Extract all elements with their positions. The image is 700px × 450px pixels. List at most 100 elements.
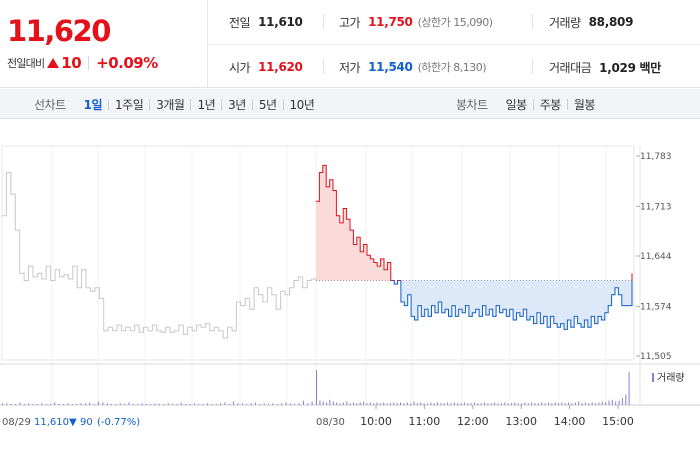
- volume-bar-today: [598, 402, 600, 405]
- volume-bar-today: [621, 398, 623, 405]
- volume-bar-prev: [202, 404, 204, 405]
- volume-bar-prev: [172, 404, 174, 405]
- today-line-down: [390, 280, 633, 330]
- volume-bar-prev: [10, 404, 12, 405]
- volume-bar-today: [507, 403, 509, 406]
- volume-bar-today: [497, 403, 499, 406]
- volume-bar-today: [484, 402, 486, 405]
- volume-bar-prev: [250, 403, 252, 406]
- tab-5year[interactable]: 5년: [258, 97, 277, 112]
- tab-monthly[interactable]: 월봉: [573, 97, 596, 112]
- volume-bar-prev: [137, 404, 139, 405]
- volume-value: 88,809: [588, 15, 634, 29]
- candle-chart-title: 봉차트: [456, 97, 488, 112]
- tab-daily[interactable]: 일봉: [505, 97, 528, 112]
- volume-bar-today: [578, 401, 580, 405]
- divider: [323, 14, 324, 30]
- tab-1day[interactable]: 1일: [83, 97, 103, 112]
- prev-close-cell: 전일 11,610: [229, 0, 303, 44]
- volume-bar-today: [433, 403, 435, 406]
- divider: [221, 98, 223, 110]
- volume-bar-today: [605, 402, 607, 405]
- volume-bar-prev: [167, 403, 169, 406]
- stock-summary: 11,620 전일대비 10 +0.09% 전일 11,610 고가 11,75…: [0, 0, 700, 88]
- volume-bar-today: [628, 371, 630, 406]
- volume-bar-prev: [289, 403, 291, 406]
- today-date: 08/30: [316, 417, 345, 428]
- divider: [532, 58, 533, 74]
- volume-cell: 거래량 88,809: [549, 0, 633, 44]
- volume-bar-today: [336, 402, 338, 405]
- tab-weekly[interactable]: 주봉: [539, 97, 562, 112]
- x-tick-label: 12:00: [457, 415, 489, 428]
- volume-bar-prev: [176, 404, 178, 405]
- x-tick-label: 10:00: [360, 415, 392, 428]
- open-cell: 시가 11,620: [229, 45, 303, 89]
- volume-bar-today: [349, 403, 351, 406]
- y-axis: 11,783 11,713 11,644 11,574 11,505: [636, 152, 672, 362]
- volume-label: 거래량: [549, 15, 581, 30]
- prev-date: 08/29: [2, 417, 31, 428]
- y-tick-label: 11,505: [640, 352, 672, 362]
- divider: [566, 98, 568, 110]
- volume-bar-today: [430, 402, 432, 405]
- volume-bar-today: [504, 402, 506, 405]
- volume-bar-prev: [2, 403, 3, 406]
- volume-bar-today: [601, 401, 603, 405]
- prev-change-ref: 90: [80, 417, 93, 428]
- high-value: 11,750: [368, 15, 413, 29]
- price-chart[interactable]: 11,783 11,713 11,644 11,574 11,505 10:00 11:0…: [0, 120, 700, 450]
- volume-bar-prev: [106, 403, 108, 406]
- down-arrow-icon: ▼: [69, 417, 77, 428]
- tab-1year[interactable]: 1년: [197, 97, 216, 112]
- prev-day-line: [2, 172, 317, 339]
- tab-10year[interactable]: 10년: [289, 97, 315, 112]
- volume-bar-prev: [76, 404, 78, 405]
- volume-bar-prev: [220, 403, 222, 406]
- x-tick-label: 11:00: [409, 415, 441, 428]
- volume-bar-prev: [32, 404, 34, 405]
- tab-1week[interactable]: 1주일: [115, 97, 144, 112]
- volume-bar-today: [359, 402, 361, 405]
- volume-bar-today: [400, 402, 401, 405]
- change-rate: +0.09%: [96, 54, 158, 72]
- volume-bar-today: [376, 402, 378, 405]
- volume-bar-today: [353, 402, 354, 405]
- volume-bar-today: [363, 401, 365, 405]
- volume-bar-today: [373, 403, 375, 406]
- volume-bar-today: [410, 403, 412, 406]
- volume-bar-prev: [41, 403, 43, 406]
- volume-bar-prev: [233, 401, 235, 405]
- down-fill-area: [390, 280, 632, 330]
- amount-value: 1,029 백만: [599, 60, 661, 75]
- line-chart-title: 선차트: [34, 97, 66, 112]
- volume-bar-prev: [28, 403, 30, 406]
- volume-bar-today: [329, 399, 331, 406]
- volume-bar-prev: [23, 404, 25, 405]
- volume-bar-prev: [263, 403, 265, 406]
- divider: [88, 56, 90, 70]
- volume-bar-prev: [268, 404, 269, 405]
- volume-bar-today: [537, 403, 539, 406]
- volume-bar-prev: [298, 403, 300, 406]
- volume-bar-today: [443, 403, 445, 406]
- tab-3month[interactable]: 3개월: [156, 97, 185, 112]
- volume-bar-prev: [6, 403, 8, 406]
- volume-bar-today: [595, 403, 596, 406]
- volume-bar-today: [561, 402, 563, 405]
- volume-bar-today: [396, 403, 398, 406]
- volume-bar-prev: [259, 404, 261, 405]
- volume-bar-today: [558, 403, 559, 406]
- volume-bar-today: [467, 403, 469, 406]
- low-cell: 저가 11,540 (하한가 8,130): [339, 45, 487, 89]
- candle-chart-tabs: 봉차트 일봉 주봉 월봉: [456, 89, 601, 119]
- volume-bar-prev: [241, 403, 243, 406]
- volume-legend-marker: [652, 373, 654, 382]
- volume-bar-prev: [97, 401, 99, 405]
- volume-bar-prev: [67, 403, 69, 406]
- open-value: 11,620: [258, 60, 303, 74]
- prev-close-label: 전일: [229, 15, 251, 30]
- low-value: 11,540: [368, 60, 413, 74]
- tab-3year[interactable]: 3년: [228, 97, 246, 112]
- volume-bar-today: [390, 403, 391, 406]
